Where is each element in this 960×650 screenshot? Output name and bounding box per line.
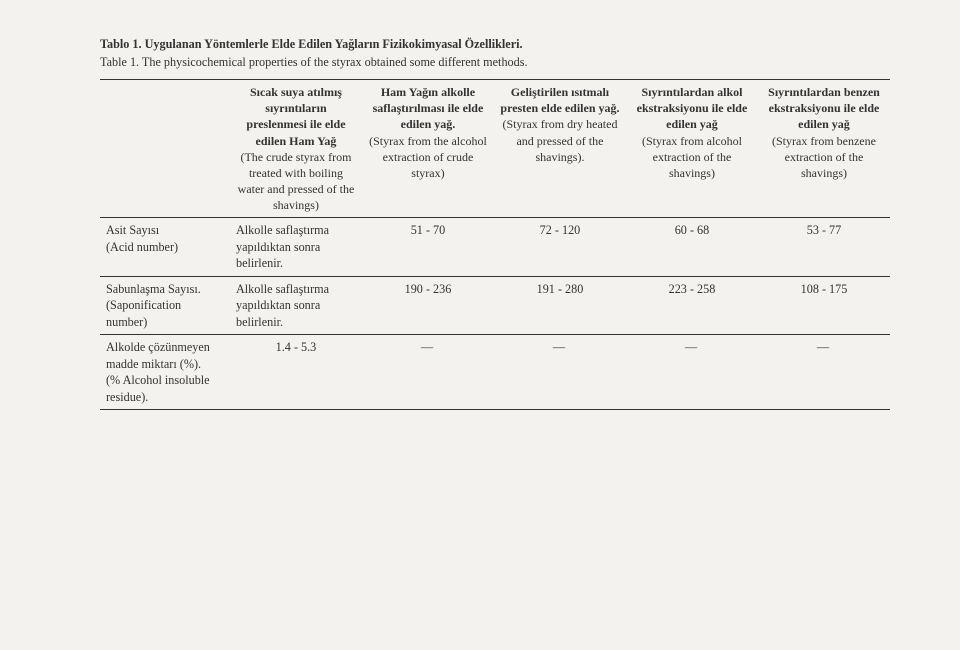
rule-bottom: [100, 409, 890, 410]
cell-1-1: Alkolle saflaştırma yapıldıktan sonra be…: [230, 218, 362, 275]
cell-1-2: 51 - 70: [362, 218, 494, 275]
col-header-1-en: (The crude styrax from treated with boil…: [238, 150, 355, 213]
cell-3-5: —: [758, 335, 890, 409]
cell-1-3: 72 - 120: [494, 218, 626, 275]
table-row: Sabunlaşma Sayısı. (Saponification numbe…: [100, 277, 890, 334]
caption-label-en: Table 1.: [100, 55, 139, 69]
row-label-2-en: (Saponification number): [106, 298, 181, 328]
col-header-4-tr: Sıyrıntılardan alkol ekstraksiyonu ile e…: [637, 85, 748, 131]
cell-1-4: 60 - 68: [626, 218, 758, 275]
col-header-4-en: (Styrax from alcohol extraction of the s…: [642, 134, 742, 180]
data-table: Sıcak suya atılmış sıyrıntıların preslen…: [100, 80, 890, 410]
row-label-1: Asit Sayısı (Acid number): [100, 218, 230, 275]
col-header-2-tr: Ham Yağın alkolle saflaştırılması ile el…: [373, 85, 484, 131]
row-label-3-en: (% Alcohol insoluble residue).: [106, 373, 210, 403]
cell-3-4: —: [626, 335, 758, 409]
col-header-3-en: (Styrax from dry heated and pressed of t…: [502, 117, 617, 163]
col-header-3: Geliştirilen ısıtmalı presten elde edile…: [494, 80, 626, 218]
cell-2-3: 191 - 280: [494, 277, 626, 334]
row-label-1-tr: Asit Sayısı: [106, 223, 159, 237]
caption-text-tr: Uygulanan Yöntemlerle Elde Edilen Yağlar…: [145, 37, 523, 51]
col-header-5-en: (Styrax from benzene extraction of the s…: [772, 134, 876, 180]
col-header-1: Sıcak suya atılmış sıyrıntıların preslen…: [230, 80, 362, 218]
cell-2-4: 223 - 258: [626, 277, 758, 334]
cell-1-5: 53 - 77: [758, 218, 890, 275]
row-label-2-tr: Sabunlaşma Sayısı.: [106, 282, 201, 296]
document-page: Tablo 1. Uygulanan Yöntemlerle Elde Edil…: [0, 0, 960, 410]
col-header-4: Sıyrıntılardan alkol ekstraksiyonu ile e…: [626, 80, 758, 218]
cell-2-2: 190 - 236: [362, 277, 494, 334]
cell-2-1: Alkolle saflaştırma yapıldıktan sonra be…: [230, 277, 362, 334]
col-header-5-tr: Sıyrıntılardan benzen ekstraksiyonu ile …: [768, 85, 880, 131]
row-label-3-tr: Alkolde çözünmeyen madde miktarı (%).: [106, 340, 210, 370]
row-label-2: Sabunlaşma Sayısı. (Saponification numbe…: [100, 277, 230, 334]
caption-text-en: The physicochemical properties of the st…: [142, 55, 528, 69]
col-header-2: Ham Yağın alkolle saflaştırılması ile el…: [362, 80, 494, 218]
table-header-row: Sıcak suya atılmış sıyrıntıların preslen…: [100, 80, 890, 218]
row-label-1-en: (Acid number): [106, 240, 178, 254]
table-row: Asit Sayısı (Acid number) Alkolle saflaş…: [100, 218, 890, 275]
table-row: Alkolde çözünmeyen madde miktarı (%). (%…: [100, 335, 890, 409]
cell-2-5: 108 - 175: [758, 277, 890, 334]
col-header-5: Sıyrıntılardan benzen ekstraksiyonu ile …: [758, 80, 890, 218]
cell-3-3: —: [494, 335, 626, 409]
col-header-2-en: (Styrax from the alcohol extraction of c…: [369, 134, 487, 180]
col-header-1-tr: Sıcak suya atılmış sıyrıntıların preslen…: [246, 85, 345, 148]
row-label-3: Alkolde çözünmeyen madde miktarı (%). (%…: [100, 335, 230, 409]
col-header-3-tr: Geliştirilen ısıtmalı presten elde edile…: [500, 85, 619, 115]
table-caption: Tablo 1. Uygulanan Yöntemlerle Elde Edil…: [100, 36, 890, 71]
caption-label-tr: Tablo 1.: [100, 37, 142, 51]
cell-3-2: —: [362, 335, 494, 409]
cell-3-1: 1.4 - 5.3: [230, 335, 362, 409]
